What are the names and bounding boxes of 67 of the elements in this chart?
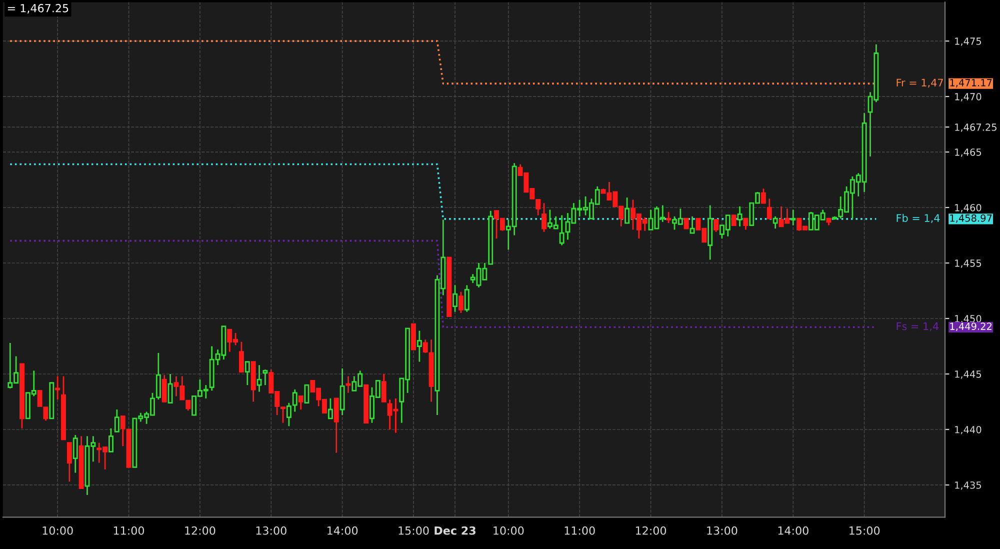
y-tick-label: 1,475 bbox=[955, 38, 982, 46]
candlestick bbox=[162, 374, 167, 402]
x-tick-label: 15:00 bbox=[850, 526, 880, 535]
candlestick bbox=[346, 376, 351, 394]
candlestick bbox=[186, 400, 191, 412]
candlestick bbox=[304, 384, 310, 404]
candlestick bbox=[458, 291, 464, 314]
y-tick-label: 1,460 bbox=[955, 204, 982, 212]
y-tick-label: 1,445 bbox=[955, 370, 982, 379]
candlestick bbox=[464, 284, 470, 313]
candlestick bbox=[772, 216, 778, 230]
x-tick-label: 12:00 bbox=[636, 526, 666, 535]
candlestick bbox=[238, 341, 244, 372]
x-tick-label: 15:00 bbox=[398, 526, 429, 535]
candlestick bbox=[168, 373, 173, 404]
candlestick bbox=[328, 398, 333, 420]
x-tick-label: 10:00 bbox=[494, 526, 524, 535]
x-tick-label: 14:00 bbox=[328, 526, 358, 535]
candlestick bbox=[108, 428, 114, 452]
candlestick bbox=[714, 219, 718, 233]
x-tick-label: 13:00 bbox=[707, 526, 738, 535]
candlestick bbox=[624, 196, 630, 224]
candlestick bbox=[684, 218, 689, 230]
candlestick bbox=[666, 211, 672, 224]
candlestick bbox=[790, 209, 796, 226]
text: 1,449.22 bbox=[950, 322, 992, 331]
candlestick bbox=[381, 373, 386, 402]
candlestick bbox=[298, 395, 304, 410]
candlestick bbox=[743, 218, 748, 230]
annotation: = 1,467.25 bbox=[8, 4, 68, 14]
x-tick-label: 11:00 bbox=[114, 526, 144, 535]
candlestick bbox=[66, 442, 72, 482]
y-tick-label: 1,455 bbox=[955, 260, 982, 268]
legend-label: Fs = 1,4 bbox=[896, 322, 939, 332]
x-tick-label: 10:00 bbox=[42, 526, 73, 535]
y-tick-label: 1,470 bbox=[955, 93, 982, 102]
legend-label: Fb = 1,4 bbox=[896, 214, 940, 224]
candlestick bbox=[55, 376, 60, 400]
y-tick-label: 1,465 bbox=[955, 148, 982, 157]
x-tick-label: 13:00 bbox=[256, 526, 286, 535]
candlestick bbox=[72, 434, 78, 474]
candlestick bbox=[690, 216, 695, 234]
candlestick bbox=[262, 368, 268, 386]
candlestick bbox=[559, 214, 564, 246]
candlestick bbox=[244, 361, 250, 386]
y-tick-label: 1,440 bbox=[955, 426, 982, 434]
y-tick-label: 1,435 bbox=[955, 481, 982, 490]
candlestick bbox=[256, 364, 262, 392]
candlestick bbox=[766, 198, 772, 220]
x-tick-label: 14:00 bbox=[778, 526, 808, 535]
candlestick bbox=[416, 330, 422, 362]
y-tick-label: 1,467.25 bbox=[955, 124, 996, 132]
x-tick-label: 11:00 bbox=[564, 526, 595, 535]
candlestick bbox=[114, 408, 120, 432]
candlestick bbox=[761, 188, 766, 204]
candlestick bbox=[737, 206, 742, 228]
text: 1,458.97 bbox=[950, 214, 992, 223]
candlestick bbox=[452, 284, 458, 313]
candlestick bbox=[334, 398, 339, 454]
text: 1,471.17 bbox=[950, 79, 992, 88]
candlestick bbox=[542, 202, 546, 233]
legend-label: Fr = 1,47 bbox=[896, 78, 943, 88]
candlestick bbox=[731, 214, 736, 226]
x-tick-label: Dec 23 bbox=[434, 526, 476, 535]
candlestick bbox=[340, 368, 345, 416]
x-tick-label: 12:00 bbox=[185, 526, 216, 535]
candlestick bbox=[120, 415, 126, 447]
